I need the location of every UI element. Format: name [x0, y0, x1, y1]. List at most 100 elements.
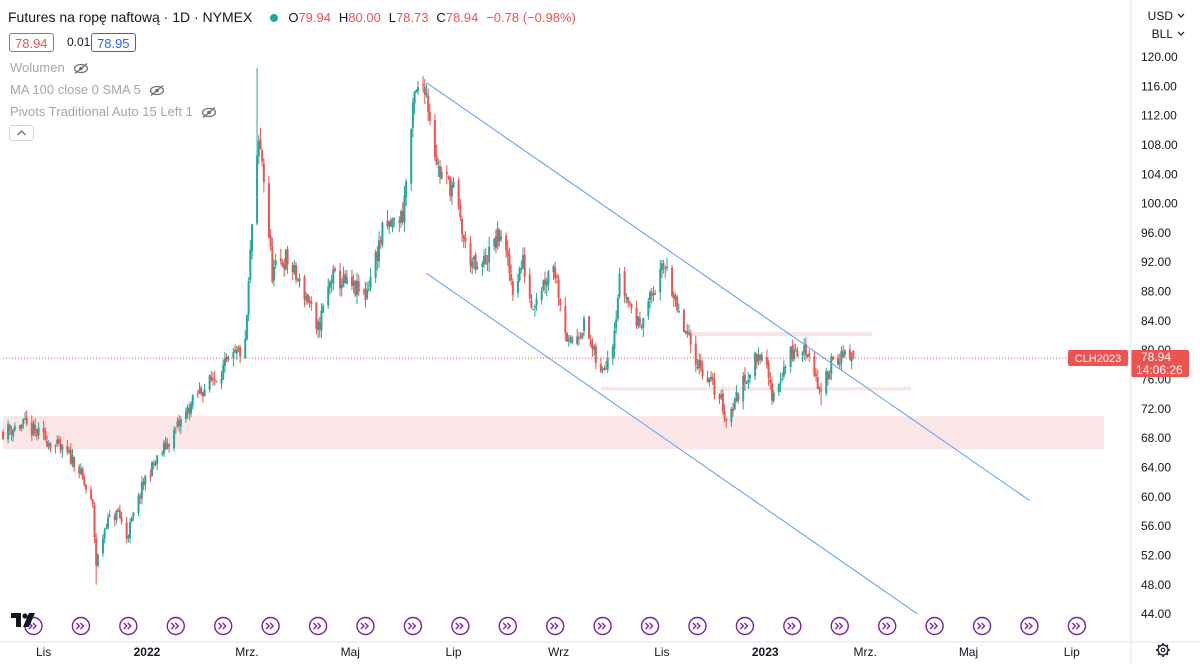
candle-body: [369, 277, 372, 288]
ask-price-button[interactable]: 78.95: [91, 33, 136, 52]
candle-body: [352, 281, 355, 286]
event-arrow-icon[interactable]: [640, 616, 660, 636]
candle: [796, 346, 799, 358]
eye-hidden-icon[interactable]: [73, 63, 89, 75]
candle: [628, 301, 631, 307]
event-arrow-icon[interactable]: [308, 616, 328, 636]
unit-selector[interactable]: BLL: [1152, 27, 1186, 41]
event-arrow-icon[interactable]: [119, 616, 138, 636]
candle: [427, 88, 430, 122]
candle-body: [2, 431, 4, 440]
channel-lower-line[interactable]: [426, 272, 918, 615]
indicator-ma[interactable]: MA 100 close 0 SMA 5: [10, 82, 165, 97]
event-arrow-icon[interactable]: [925, 616, 944, 636]
candle-body: [791, 345, 794, 360]
candle: [200, 385, 203, 396]
candle-body: [440, 172, 443, 179]
event-arrow-icon[interactable]: [451, 616, 470, 636]
candle: [339, 262, 342, 297]
candle: [533, 304, 536, 317]
candle-body: [139, 496, 142, 499]
currency-selector[interactable]: USD: [1148, 9, 1186, 23]
candle: [838, 353, 841, 369]
symbol-title[interactable]: Futures na ropę naftową · 1D · NYMEX: [8, 9, 253, 25]
event-arrow-icon[interactable]: [877, 616, 897, 636]
candle: [694, 335, 697, 373]
candle-body: [222, 364, 225, 380]
eye-hidden-icon[interactable]: [201, 107, 217, 119]
candle-body: [815, 373, 818, 376]
candle-body: [698, 359, 701, 369]
candle-body: [68, 450, 71, 453]
candle-body: [557, 279, 560, 298]
candle: [840, 346, 843, 370]
candle: [698, 353, 701, 375]
price-tick-label: 116.00: [1141, 79, 1177, 93]
tradingview-logo-icon[interactable]: [10, 610, 36, 630]
candle-body: [25, 417, 28, 424]
indicator-pivots[interactable]: Pivots Traditional Auto 15 Left 1: [10, 104, 217, 119]
current-price-badge[interactable]: [1131, 349, 1189, 377]
symbol-badge[interactable]: [1068, 349, 1128, 366]
candle: [293, 260, 296, 276]
event-arrow-icon[interactable]: [356, 616, 375, 636]
event-arrow-icon[interactable]: [1020, 616, 1039, 636]
settings-gear-icon[interactable]: [1156, 643, 1170, 657]
candle: [599, 357, 602, 374]
event-arrow-icon[interactable]: [735, 616, 755, 636]
candle-body: [710, 376, 713, 380]
candle: [794, 344, 797, 353]
price-axis[interactable]: 120.00 116.00 112.00 108.00 104.00 100.00 96.0…: [1068, 50, 1189, 621]
candle-body: [34, 425, 37, 431]
event-arrow-icon[interactable]: [593, 616, 612, 636]
indicator-ma-label: MA 100 close 0 SMA 5: [10, 82, 141, 97]
event-arrow-icon[interactable]: [972, 616, 992, 636]
candle: [508, 247, 511, 282]
event-marker-circle: [71, 616, 91, 636]
candle: [804, 337, 807, 361]
eye-hidden-icon[interactable]: [149, 85, 165, 97]
bid-price-button[interactable]: 78.94: [9, 33, 54, 52]
candle: [806, 353, 809, 358]
event-arrow-icon[interactable]: [498, 616, 517, 636]
candle: [718, 393, 721, 404]
event-arrow-icon[interactable]: [261, 616, 280, 636]
channel-upper-line[interactable]: [426, 82, 1030, 501]
candle-body: [547, 271, 550, 284]
candle-body: [567, 339, 570, 342]
event-arrow-icon[interactable]: [783, 616, 802, 636]
candle: [674, 293, 677, 307]
candle-body: [234, 349, 237, 352]
candle-body: [784, 366, 787, 369]
candle: [176, 417, 179, 428]
candle-body: [461, 219, 464, 235]
event-arrow-icon[interactable]: [71, 616, 91, 636]
event-arrow-icon[interactable]: [166, 616, 185, 636]
time-axis[interactable]: Lis 2022 Mrz. Maj Lip Wrz Lis 2023 Mrz. Maj Lip: [36, 645, 1080, 659]
candle: [274, 253, 277, 269]
candle-body: [256, 155, 259, 224]
candle-body: [476, 266, 479, 269]
event-chevron: [550, 622, 555, 630]
event-arrow-icon[interactable]: [403, 616, 423, 636]
price-tick-label: 48.00: [1141, 578, 1171, 592]
candle: [179, 416, 182, 435]
collapse-indicators-button[interactable]: [9, 125, 34, 141]
candle: [842, 344, 845, 358]
event-arrow-icon[interactable]: [1067, 616, 1087, 636]
event-arrow-icon[interactable]: [545, 616, 565, 636]
candle-body: [660, 263, 663, 270]
indicator-volume[interactable]: Wolumen: [10, 60, 89, 75]
candle: [757, 347, 760, 366]
candle-body: [818, 387, 821, 390]
candle-body: [483, 255, 486, 265]
candle: [13, 422, 16, 432]
candle-body: [30, 422, 33, 436]
event-arrow-icon[interactable]: [688, 616, 707, 636]
candle: [137, 492, 140, 517]
event-arrow-icon[interactable]: [830, 616, 849, 636]
candle: [90, 485, 93, 501]
event-arrow-icon[interactable]: [213, 616, 233, 636]
candle-body: [755, 354, 758, 363]
